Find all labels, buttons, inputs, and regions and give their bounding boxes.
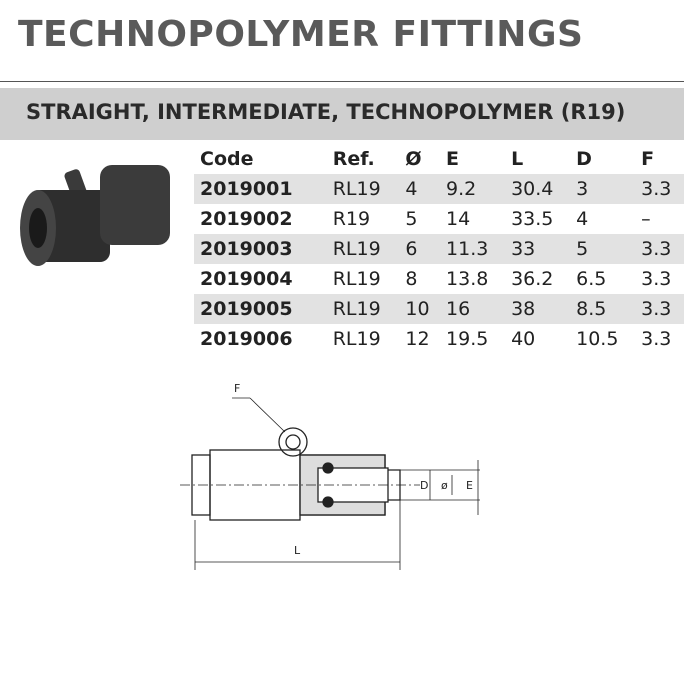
table-cell: 38: [511, 298, 536, 320]
table-row: 2019004 RL19 8 13.8 36.2 6.5 3.3: [194, 264, 684, 294]
code-cell: 2019001: [200, 178, 293, 200]
table-cell: 33: [511, 238, 536, 260]
table-row: 2019001 RL19 4 9.2 30.4 3 3.3: [194, 174, 684, 204]
code-cell: 2019006: [200, 328, 293, 350]
table-cell: –: [641, 208, 651, 230]
bore: [29, 208, 47, 248]
label-e: E: [466, 479, 473, 492]
header-row: Code Ref. Ø E L D F: [194, 144, 684, 174]
table-cell: 11.3: [446, 238, 489, 260]
table-cell: 5: [405, 208, 418, 230]
table-cell: 40: [511, 328, 536, 350]
table-cell: 6: [405, 238, 418, 260]
column-header: Ø: [405, 148, 422, 170]
table-cell: 3.3: [641, 238, 672, 260]
o-ring: [322, 496, 334, 508]
table-cell: 13.8: [446, 268, 489, 290]
table-cell: RL19: [332, 328, 381, 350]
table-cell: 3: [576, 178, 589, 200]
table-cell: 3.3: [641, 268, 672, 290]
table-cell: 33.5: [511, 208, 554, 230]
code-cell: 2019003: [200, 238, 293, 260]
table-cell: 9.2: [446, 178, 477, 200]
label-d: D: [420, 479, 428, 492]
subtitle: STRAIGHT, INTERMEDIATE, TECHNOPOLYMER (R…: [26, 100, 626, 124]
subtitle-bar: [0, 88, 684, 140]
table-cell: 12: [405, 328, 430, 350]
table-cell: R19: [332, 208, 371, 230]
spec-table: Code Ref. Ø E L D F 2019001 RL19 4 9.2 30.4 3 3.3 201…: [194, 144, 684, 354]
label-diameter: ø: [441, 479, 448, 492]
table-cell: 4: [405, 178, 418, 200]
table-cell: 10: [405, 298, 430, 320]
table-cell: 8: [405, 268, 418, 290]
product-image: [20, 165, 170, 266]
label-l: L: [294, 544, 301, 557]
column-header: L: [511, 148, 524, 170]
table-cell: 36.2: [511, 268, 554, 290]
port-outer: [278, 427, 308, 457]
table-body: 2019001 RL19 4 9.2 30.4 3 3.3 2019002 R19 5 14 33.5…: [194, 174, 684, 354]
column-header: Ref.: [332, 148, 375, 170]
table-head: Code Ref. Ø E L D F: [194, 144, 684, 174]
technical-drawing: [180, 397, 480, 570]
table-cell: 14: [446, 208, 471, 230]
o-ring: [322, 462, 334, 474]
table-row: 2019005 RL19 10 16 38 8.5 3.3: [194, 294, 684, 324]
table-cell: 3.3: [641, 178, 672, 200]
table-row: 2019002 R19 5 14 33.5 4 –: [194, 204, 684, 234]
table-cell: 4: [576, 208, 589, 230]
port-inner: [285, 434, 301, 450]
table-cell: 6.5: [576, 268, 607, 290]
table-cell: 3.3: [641, 298, 672, 320]
column-header: D: [576, 148, 592, 170]
table-cell: 19.5: [446, 328, 489, 350]
table-cell: 8.5: [576, 298, 607, 320]
table-cell: RL19: [332, 298, 381, 320]
divider: [0, 81, 684, 82]
table-row: 2019006 RL19 12 19.5 40 10.5 3.3: [194, 324, 684, 354]
table-cell: 16: [446, 298, 471, 320]
code-cell: 2019004: [200, 268, 293, 290]
table-cell: 5: [576, 238, 589, 260]
leader-f: [249, 397, 286, 433]
column-header: F: [641, 148, 655, 170]
table-cell: 10.5: [576, 328, 619, 350]
body-right: [100, 165, 170, 245]
table-row: 2019003 RL19 6 11.3 33 5 3.3: [194, 234, 684, 264]
page-title: TECHNOPOLYMER FITTINGS: [18, 14, 584, 55]
column-header: E: [446, 148, 459, 170]
table-cell: 3.3: [641, 328, 672, 350]
code-cell: 2019002: [200, 208, 293, 230]
table-cell: RL19: [332, 238, 381, 260]
code-cell: 2019005: [200, 298, 293, 320]
table-cell: RL19: [332, 268, 381, 290]
label-f: F: [234, 382, 240, 395]
column-header: Code: [200, 148, 254, 170]
table-cell: 30.4: [511, 178, 554, 200]
table-cell: RL19: [332, 178, 381, 200]
